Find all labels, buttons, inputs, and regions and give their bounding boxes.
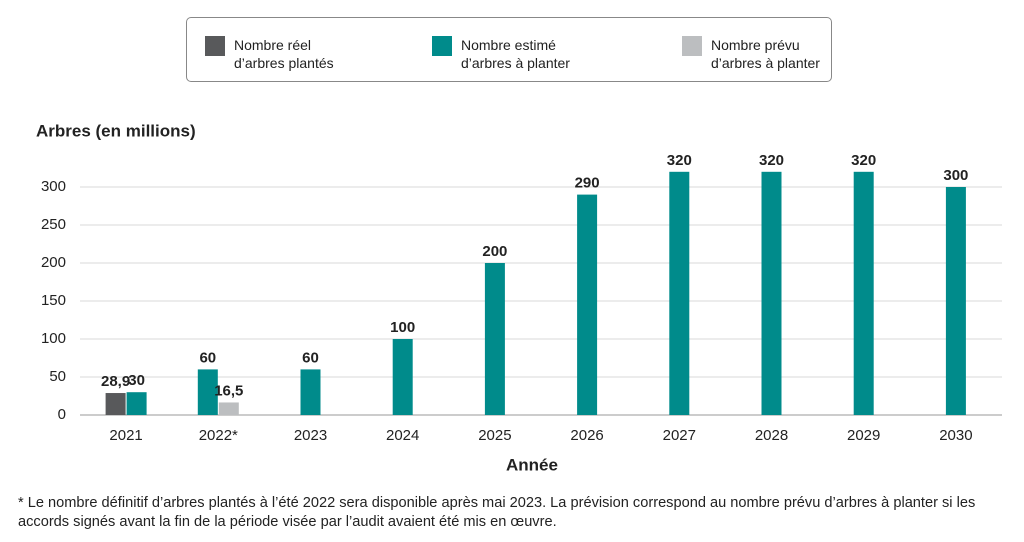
value-label: 200 [482, 243, 507, 260]
x-tick-label: 2024 [386, 427, 419, 444]
legend: Nombre réel d’arbres plantés Nombre estim… [186, 17, 832, 82]
bar [853, 171, 874, 415]
legend-swatch [205, 36, 225, 56]
bar [300, 369, 321, 415]
legend-label: Nombre réel d’arbres plantés [234, 37, 334, 71]
x-axis-title: Année [506, 455, 558, 474]
value-label: 320 [759, 152, 784, 169]
value-label: 320 [667, 152, 692, 169]
x-tick-label: 2025 [478, 427, 511, 444]
value-label: 320 [851, 152, 876, 169]
footnote: * Le nombre définitif d’arbres plantés à… [18, 495, 976, 530]
value-label: 60 [199, 349, 216, 366]
value-label: 290 [575, 175, 600, 192]
x-tick-label: 2026 [570, 427, 603, 444]
x-tick-label: 2023 [294, 427, 327, 444]
legend-entry: Nombre estimé d’arbres à planter [432, 36, 586, 72]
x-tick-label: 2027 [663, 427, 696, 444]
legend-swatch [432, 36, 452, 56]
bar [945, 187, 966, 415]
y-tick-label: 150 [41, 292, 66, 309]
y-tick-label: 100 [41, 330, 66, 347]
bar [126, 392, 147, 415]
bar [218, 402, 239, 415]
y-tick-label: 200 [41, 254, 66, 271]
bar [392, 339, 413, 415]
legend-entry: Nombre réel d’arbres plantés [205, 36, 359, 72]
legend-label: Nombre prévu d’arbres à planter [711, 37, 820, 71]
bar [761, 171, 782, 415]
bar [484, 263, 505, 415]
legend-entry: Nombre prévu d’arbres à planter [682, 36, 836, 72]
x-tick-label: 2029 [847, 427, 880, 444]
legend-swatch [682, 36, 702, 56]
bar [577, 194, 598, 415]
value-label: 16,5 [214, 382, 243, 399]
y-tick-label: 250 [41, 216, 66, 233]
x-tick-label: 2022* [199, 427, 238, 444]
bar [105, 393, 126, 415]
value-label: 100 [390, 319, 415, 336]
value-label: 60 [302, 349, 319, 366]
y-tick-label: 0 [58, 406, 66, 423]
value-label: 30 [128, 372, 145, 389]
y-axis-title: Arbres (en millions) [36, 121, 196, 140]
x-tick-label: 2030 [939, 427, 972, 444]
value-label: 300 [943, 167, 968, 184]
x-tick-label: 2028 [755, 427, 788, 444]
bar [669, 171, 690, 415]
bar [197, 369, 218, 415]
value-label: 28,9 [101, 373, 130, 390]
y-tick-label: 50 [49, 368, 66, 385]
y-tick-label: 300 [41, 178, 66, 195]
legend-label: Nombre estimé d’arbres à planter [461, 37, 570, 71]
x-tick-label: 2021 [109, 427, 142, 444]
